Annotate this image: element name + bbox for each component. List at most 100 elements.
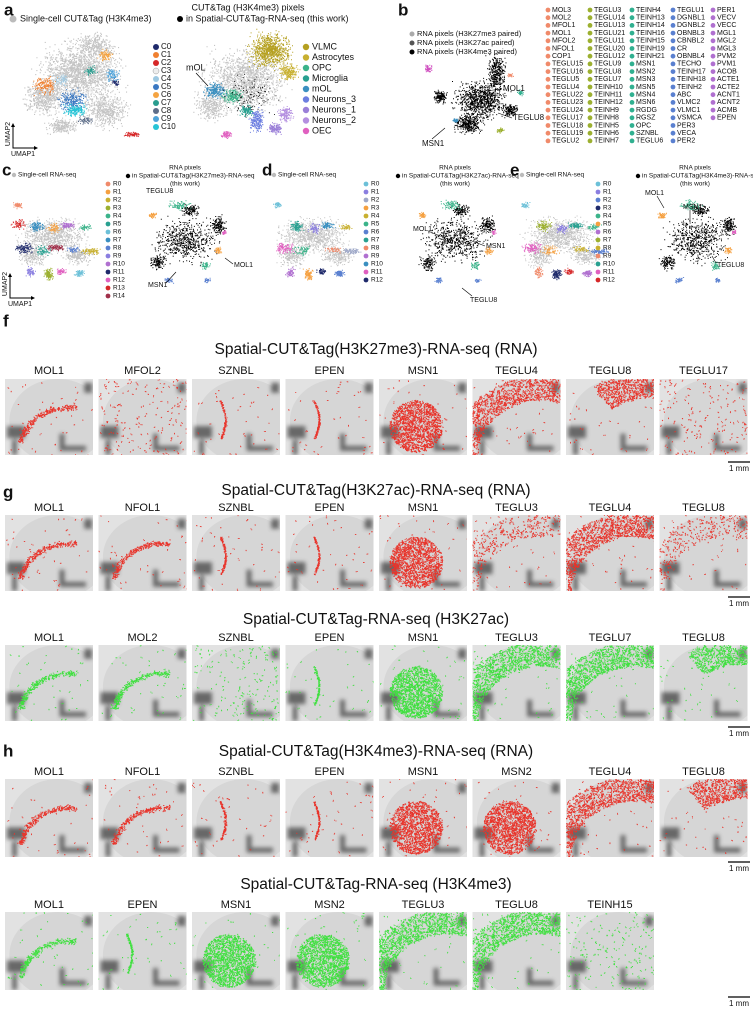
legend-label: TEGLU14 bbox=[594, 15, 625, 22]
legend-dot bbox=[546, 69, 551, 74]
legend-label: DGNBL1 bbox=[677, 15, 705, 22]
legend-dot bbox=[596, 262, 601, 267]
image-label: TEGLU3 bbox=[402, 899, 445, 911]
legend-dot bbox=[711, 38, 716, 43]
image-label: MOL1 bbox=[34, 365, 64, 377]
image-label: MOL1 bbox=[34, 899, 64, 911]
legend-dot bbox=[711, 8, 716, 13]
tissue-image bbox=[379, 515, 480, 599]
umap-annotation: MSN1 bbox=[422, 139, 445, 148]
legend-label: OEC bbox=[312, 125, 332, 135]
image-label: TEINH15 bbox=[587, 899, 632, 911]
legend-label: CBNBL2 bbox=[677, 38, 704, 45]
umap-points bbox=[150, 204, 227, 271]
legend-label: PER1 bbox=[717, 7, 735, 14]
image-label: TEGLU8 bbox=[682, 766, 725, 778]
legend-dot bbox=[153, 68, 159, 74]
image-label: MSN1 bbox=[408, 502, 439, 514]
legend-dot bbox=[671, 139, 676, 144]
panel-letter: h bbox=[3, 741, 13, 760]
legend-label: TEGLU11 bbox=[594, 38, 625, 45]
section-title: Spatial-CUT&Tag-RNA-seq (H3K27ac) bbox=[243, 611, 509, 628]
section-title: Spatial-CUT&Tag(H3K27me3)-RNA-seq (RNA) bbox=[214, 341, 537, 358]
image-label: MSN1 bbox=[408, 365, 439, 377]
legend-label: VSMCA bbox=[677, 115, 702, 122]
legend-label: MOL2 bbox=[552, 15, 571, 22]
panel-letter: f bbox=[3, 311, 9, 330]
legend-dot bbox=[106, 238, 111, 243]
legend-dot bbox=[364, 246, 369, 251]
tissue-image bbox=[566, 515, 668, 599]
legend-dot bbox=[630, 100, 635, 105]
image-label: EPEN bbox=[315, 632, 345, 644]
legend-label: MOL1 bbox=[552, 30, 571, 37]
legend-label: RNA pixels (H3K27ac paired) bbox=[417, 38, 515, 47]
legend-dot bbox=[153, 92, 159, 98]
umap-points bbox=[435, 278, 482, 284]
tissue-image bbox=[286, 379, 387, 463]
legend-label: R0 bbox=[371, 181, 380, 188]
legend-dot bbox=[153, 108, 159, 114]
legend-label: R8 bbox=[603, 245, 612, 252]
legend-dot bbox=[630, 85, 635, 90]
legend-dot bbox=[546, 23, 551, 28]
image-label: MOL1 bbox=[34, 632, 64, 644]
legend-dot bbox=[153, 44, 159, 50]
legend-dot bbox=[364, 230, 369, 235]
legend-label: Single-cell RNA-seq bbox=[278, 172, 337, 179]
legend-label: R5 bbox=[603, 221, 612, 228]
legend-label: TEINH12 bbox=[594, 99, 623, 106]
umap-arrow bbox=[11, 123, 38, 150]
section-title: Spatial-CUT&Tag(H3K4me3)-RNA-seq (RNA) bbox=[219, 743, 533, 760]
image-label: TEGLU4 bbox=[589, 766, 632, 778]
legend-dot bbox=[153, 76, 159, 82]
image-label: SZNBL bbox=[218, 502, 253, 514]
legend-label: R1 bbox=[113, 189, 122, 196]
legend-label: TEGLU8 bbox=[594, 68, 621, 75]
legend-dot bbox=[671, 108, 676, 113]
tissue-image bbox=[5, 379, 106, 463]
legend-label: TEINH15 bbox=[636, 38, 665, 45]
legend-dot bbox=[588, 139, 593, 144]
umap-cluster-points bbox=[521, 202, 530, 209]
legend-dot bbox=[364, 182, 369, 187]
image-label: EPEN bbox=[315, 502, 345, 514]
legend-dot bbox=[711, 100, 716, 105]
legend-dot bbox=[106, 278, 111, 283]
legend-dot bbox=[177, 16, 183, 22]
legend-label: TEGLU17 bbox=[552, 115, 583, 122]
umap-points bbox=[675, 277, 720, 284]
legend-dot bbox=[364, 238, 369, 243]
legend-dot bbox=[520, 173, 524, 177]
legend-dot bbox=[410, 32, 415, 37]
scale-label: 1 mm bbox=[729, 464, 749, 473]
image-label: MSN1 bbox=[408, 766, 439, 778]
legend-label: TEINH14 bbox=[636, 22, 665, 29]
legend-dot bbox=[596, 190, 601, 195]
legend-label: R6 bbox=[113, 229, 122, 236]
legend-label: TEINH7 bbox=[594, 138, 619, 145]
image-label: EPEN bbox=[315, 766, 345, 778]
legend-label: R12 bbox=[113, 277, 125, 284]
legend-label: in Spatial-CUT&Tag-RNA-seq (this work) bbox=[186, 13, 349, 23]
legend-label: R7 bbox=[113, 237, 122, 244]
scale-label: 1 mm bbox=[729, 864, 749, 873]
legend-label: ACTE1 bbox=[717, 76, 740, 83]
legend-label: VLMC2 bbox=[677, 99, 700, 106]
legend-label: R11 bbox=[371, 269, 383, 276]
umap-points bbox=[277, 216, 356, 269]
legend-dot bbox=[364, 190, 369, 195]
legend-label: MOL3 bbox=[552, 7, 571, 14]
legend-dot bbox=[303, 128, 309, 134]
legend-label: in Spatial-CUT&Tag(H3K27ac)-RNA-seq bbox=[402, 173, 519, 180]
legend-dot bbox=[671, 77, 676, 82]
legend-label: PVM1 bbox=[717, 61, 736, 68]
annotation-line bbox=[657, 196, 664, 208]
legend-label: TEINH9 bbox=[594, 107, 619, 114]
legend-label: MGL2 bbox=[717, 38, 736, 45]
umap-cluster-points bbox=[285, 267, 296, 278]
umap-cluster-points bbox=[273, 202, 282, 208]
legend-dot bbox=[671, 38, 676, 43]
legend-label: TEGLU12 bbox=[594, 53, 625, 60]
legend-label: VLMC bbox=[312, 41, 338, 51]
